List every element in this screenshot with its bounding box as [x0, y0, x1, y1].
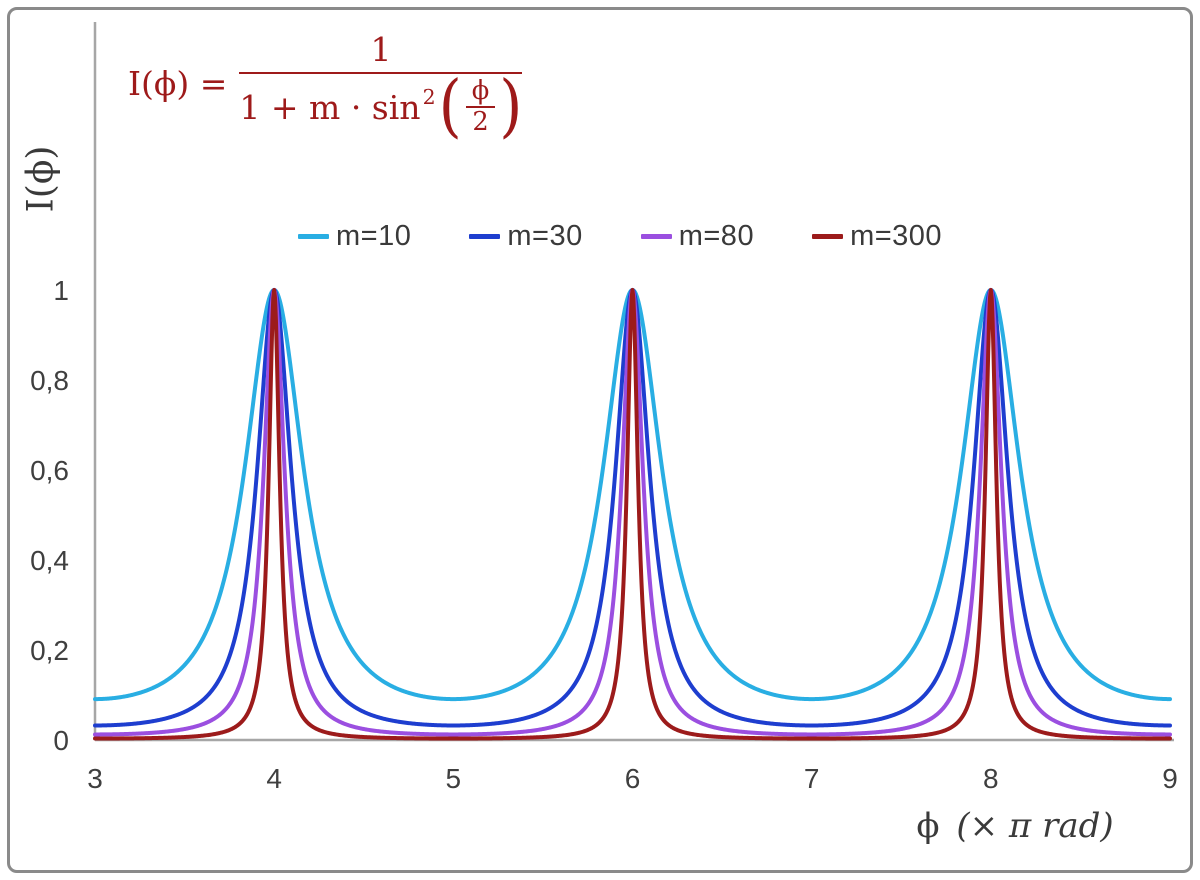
legend-swatch [812, 234, 844, 239]
y-tick-label: 1 [53, 275, 69, 306]
x-tick-label: 3 [87, 763, 103, 794]
x-tick-label: 9 [1162, 763, 1178, 794]
formula-denominator: 1 + m · sin 2 ( ϕ 2 ) [239, 67, 523, 147]
x-tick-label: 5 [446, 763, 462, 794]
legend-label: m=80 [678, 220, 755, 252]
formula-fraction: 1 1 + m · sin 2 ( ϕ 2 ) [239, 30, 523, 147]
formula: I(ϕ) = 1 1 + m · sin 2 ( ϕ 2 ) [128, 30, 523, 147]
y-tick-label: 0,2 [30, 635, 69, 666]
x-axis-unit: (× π rad) [956, 806, 1114, 846]
x-tick-label: 8 [983, 763, 999, 794]
legend-swatch [469, 234, 501, 239]
y-tick-label: 0 [53, 725, 69, 756]
legend-item-m=80: m=80 [640, 220, 755, 253]
series-m=30 [93, 288, 1172, 728]
formula-inner-fraction: ϕ 2 [465, 77, 496, 138]
y-tick-label: 0,4 [30, 545, 69, 576]
inner-numerator: ϕ [465, 77, 496, 109]
series-m=80 [93, 288, 1172, 737]
close-paren: ) [499, 67, 523, 147]
x-axis-title: ϕ (× π rad) [880, 806, 1150, 846]
legend-item-m=30: m=30 [469, 220, 582, 253]
x-tick-label: 7 [804, 763, 820, 794]
x-tick-label: 4 [266, 763, 282, 794]
legend-label: m=30 [507, 220, 583, 252]
series-m=300 [93, 288, 1172, 741]
y-axis-title: I(ϕ) [20, 145, 62, 213]
x-tick-label: 6 [625, 763, 641, 794]
open-paren: ( [438, 67, 462, 147]
legend-label: m=300 [850, 220, 943, 252]
x-axis-symbol: ϕ [916, 806, 940, 846]
legend-swatch [298, 234, 329, 239]
legend-item-m=10: m=10 [298, 220, 411, 253]
legend-item-m=300: m=300 [812, 220, 942, 253]
y-tick-label: 0,8 [30, 365, 69, 396]
y-tick-label: 0,6 [30, 455, 69, 486]
formula-lhs: I(ϕ) = [128, 63, 228, 103]
legend-swatch [640, 234, 672, 239]
formula-denominator-text: 1 + m · sin [239, 87, 421, 127]
legend-label: m=10 [336, 220, 412, 252]
legend: m=10 m=30 m=80 m=300 [298, 220, 942, 253]
formula-numerator: 1 [239, 30, 523, 74]
inner-denominator: 2 [472, 107, 489, 138]
formula-superscript: 2 [422, 84, 436, 109]
